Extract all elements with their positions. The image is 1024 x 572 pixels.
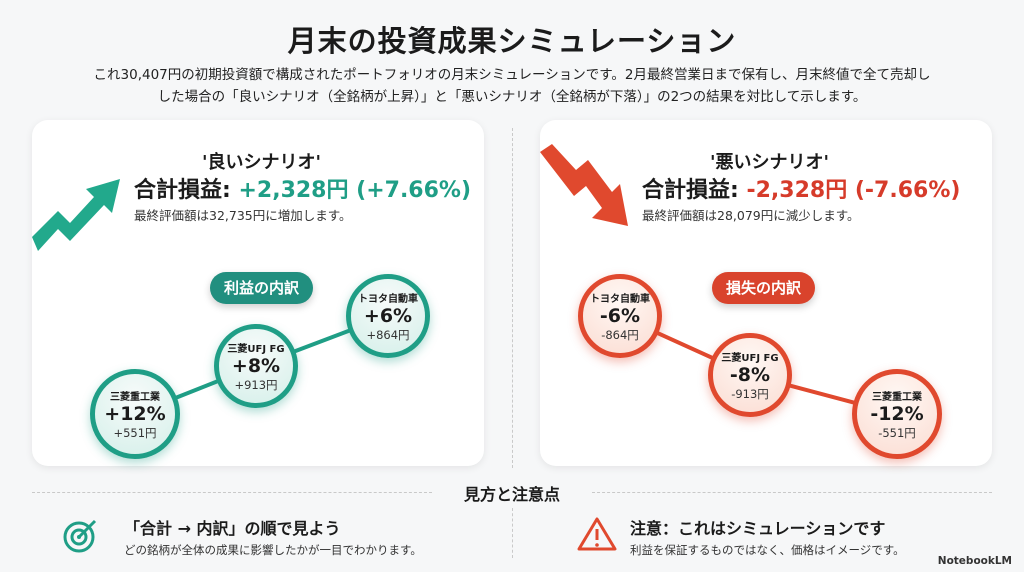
stock-bubble: 三菱UFJ FG +8% +913円: [214, 324, 298, 408]
tips-title: 見方と注意点: [463, 485, 560, 504]
stock-name: 三菱重工業: [110, 391, 160, 403]
stock-pct: -12%: [870, 402, 924, 425]
tip-heading: 注意：これはシミュレーションです: [630, 519, 886, 538]
scenario-title: '良いシナリオ': [202, 152, 322, 173]
stock-pct: -6%: [599, 304, 641, 327]
total-label: 合計損益:: [642, 178, 747, 203]
stock-bubble: 三菱重工業 -12% -551円: [852, 369, 942, 459]
stock-bubble: トヨタ自動車 -6% -864円: [578, 274, 662, 358]
stock-pct: +12%: [104, 402, 166, 425]
stock-bubble: 三菱重工業 +12% +551円: [90, 369, 180, 459]
target-icon: [63, 519, 97, 553]
stock-yen: -551円: [878, 425, 916, 440]
description-line: これ30,407円の初期投資額で構成されたポートフォリオの月末シミュレーションで…: [93, 67, 931, 83]
divider: [592, 492, 992, 493]
bad-scenario-card: '悪いシナリオ' 合計損益: -2,328円 (-7.66%) 最終評価額は28…: [540, 120, 992, 466]
page-title: 月末の投資成果シミュレーション: [287, 24, 737, 58]
good-scenario-card: '良いシナリオ' 合計損益: +2,328円 (+7.66%) 最終評価額は32…: [32, 120, 484, 466]
divider: [512, 508, 513, 558]
stock-bubble: トヨタ自動車 +6% +864円: [346, 274, 430, 358]
scenario-title: '悪いシナリオ': [710, 152, 830, 173]
description: これ30,407円の初期投資額で構成されたポートフォリオの月末シミュレーションで…: [40, 64, 984, 108]
stock-pct: +6%: [363, 304, 413, 327]
total-label: 合計損益:: [134, 178, 239, 203]
total-pl: 合計損益: +2,328円 (+7.66%): [134, 172, 471, 204]
divider: [512, 128, 513, 468]
tip-heading: 「合計 → 内訳」の順で見よう: [124, 519, 341, 538]
stock-name: 三菱重工業: [872, 391, 922, 403]
final-value-text: 最終評価額は32,735円に増加します。: [134, 208, 352, 223]
stock-yen: -864円: [601, 327, 639, 342]
stock-name: トヨタ自動車: [358, 293, 418, 305]
total-pl: 合計損益: -2,328円 (-7.66%): [642, 172, 960, 204]
total-value: -2,328円 (-7.66%): [746, 178, 961, 203]
breakdown-pill: 利益の内訳: [210, 272, 314, 304]
stock-pct: -8%: [729, 363, 771, 386]
notebooklm-brand: NotebookLM: [937, 555, 1012, 567]
tip-text: どの銘柄が全体の成果に影響したかが一目でわかります。: [124, 543, 422, 557]
description-line: した場合の「良いシナリオ（全銘柄が上昇）」と「悪いシナリオ（全銘柄が下落）」の2…: [157, 89, 867, 105]
stock-pct: +8%: [231, 354, 281, 377]
divider: [32, 492, 432, 493]
stock-name: トヨタ自動車: [590, 293, 650, 305]
total-value: +2,328円 (+7.66%): [238, 178, 472, 203]
breakdown-pill: 損失の内訳: [712, 272, 816, 304]
stock-bubble: 三菱UFJ FG -8% -913円: [708, 333, 792, 417]
stock-yen: +913円: [234, 377, 278, 392]
final-value-text: 最終評価額は28,079円に減少します。: [642, 208, 860, 223]
up-trend-arrow-icon: [32, 179, 120, 251]
stock-name: 三菱UFJ FG: [721, 352, 779, 364]
stock-yen: -913円: [731, 386, 769, 401]
stock-yen: +551円: [113, 425, 157, 440]
stock-name: 三菱UFJ FG: [227, 343, 285, 355]
down-trend-arrow-icon: [540, 144, 628, 226]
warning-icon: [577, 517, 617, 551]
tip-text: 利益を保証するものではなく、価格はイメージです。: [630, 543, 905, 557]
stock-yen: +864円: [366, 327, 410, 342]
